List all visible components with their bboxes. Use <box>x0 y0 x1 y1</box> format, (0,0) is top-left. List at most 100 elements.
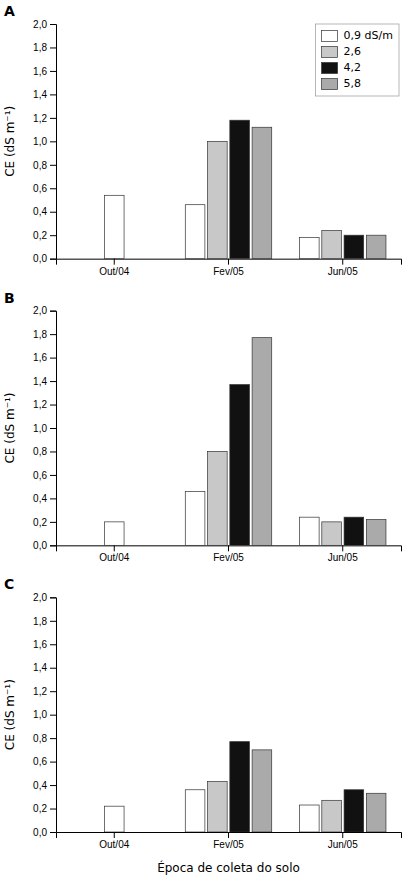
x-axis: Out/04 Fev/05 Jun/05 <box>57 545 402 563</box>
bar <box>252 127 272 258</box>
y-tick-label: 0,2 <box>33 803 47 814</box>
x-tick-label: Jun/05 <box>328 552 358 563</box>
y-tick-mark <box>50 311 56 312</box>
y-tick-mark <box>50 235 56 236</box>
bars <box>104 120 385 258</box>
legend-frame <box>316 24 399 96</box>
y-axis-title: CE (dS m⁻¹) <box>3 106 17 177</box>
y-tick: 2,0 <box>33 19 56 30</box>
y-tick-mark <box>50 428 56 429</box>
y-axis: 0,00,20,40,60,81,01,21,41,61,82,0 <box>33 19 56 265</box>
x-tick-label: Jun/05 <box>328 839 358 850</box>
y-axis: 0,00,20,40,60,81,01,21,41,61,82,0 <box>33 592 56 838</box>
x-tick: Fev/05 <box>213 259 244 277</box>
legend-label: 5,8 <box>344 77 362 90</box>
legend-swatch <box>322 63 338 74</box>
y-tick: 0,4 <box>33 780 56 791</box>
y-tick: 1,2 <box>33 113 56 124</box>
y-tick: 2,0 <box>33 592 56 603</box>
y-tick-mark <box>50 47 56 48</box>
y-tick-label: 0,4 <box>33 780 47 791</box>
bar <box>300 805 320 832</box>
y-tick: 0,6 <box>33 756 56 767</box>
y-tick: 0,0 <box>33 253 56 264</box>
y-tick-label: 1,8 <box>33 329 47 340</box>
legend-label: 0,9 dS/m <box>344 29 393 42</box>
y-tick-label: 1,8 <box>33 616 47 627</box>
bar <box>104 195 124 258</box>
y-tick-label: 0,0 <box>33 540 47 551</box>
y-tick-mark <box>50 381 56 382</box>
y-tick-label: 0,8 <box>33 446 47 457</box>
x-tick-mark <box>342 259 343 265</box>
y-tick: 1,8 <box>33 329 56 340</box>
y-tick: 0,6 <box>33 183 56 194</box>
y-axis: 0,00,20,40,60,81,01,21,41,61,82,0 <box>33 305 56 551</box>
y-tick: 1,4 <box>33 376 56 387</box>
x-tick: Jun/05 <box>328 259 358 277</box>
bar <box>230 742 250 832</box>
y-tick-label: 1,4 <box>33 89 47 100</box>
y-tick: 2,0 <box>33 305 56 316</box>
y-tick: 0,4 <box>33 206 56 217</box>
panel-title: B <box>4 290 15 306</box>
y-tick: 0,8 <box>33 733 56 744</box>
legend-item: 4,2 <box>322 61 362 74</box>
bar <box>252 750 272 832</box>
x-tick: Out/04 <box>99 259 129 277</box>
x-tick-mark <box>342 832 343 838</box>
x-tick-mark <box>114 832 115 838</box>
bar <box>322 800 342 832</box>
bar <box>208 451 228 545</box>
y-tick-mark <box>50 24 56 25</box>
panel: 0,00,20,40,60,81,01,21,41,61,82,0Out/04F… <box>3 576 402 875</box>
y-tick: 0,2 <box>33 230 56 241</box>
x-tick-mark <box>228 545 229 551</box>
x-tick-label: Out/04 <box>99 839 129 850</box>
x-axis: Out/04 Fev/05 Jun/05 <box>57 259 402 277</box>
x-tick: Out/04 <box>99 832 129 850</box>
bars <box>104 742 385 832</box>
y-tick-label: 0,6 <box>33 756 47 767</box>
y-tick-mark <box>50 522 56 523</box>
y-tick-mark <box>50 94 56 95</box>
y-tick-mark <box>50 188 56 189</box>
x-axis-line <box>57 259 402 265</box>
bar <box>185 790 205 832</box>
y-tick-label: 0,8 <box>33 160 47 171</box>
y-tick: 1,6 <box>33 639 56 650</box>
legend-swatch <box>322 31 338 42</box>
y-tick-mark <box>50 738 56 739</box>
x-tick-label: Fev/05 <box>213 839 244 850</box>
bar <box>252 338 272 546</box>
y-tick-label: 0,0 <box>33 827 47 838</box>
y-tick: 0,0 <box>33 540 56 551</box>
y-tick: 1,6 <box>33 66 56 77</box>
x-axis-line <box>57 546 402 552</box>
x-tick-label: Fev/05 <box>213 552 244 563</box>
x-tick-label: Out/04 <box>99 552 129 563</box>
y-tick: 1,2 <box>33 686 56 697</box>
bars <box>104 338 385 546</box>
y-tick-mark <box>50 71 56 72</box>
x-axis-title: Época de coleta do solo <box>157 860 300 875</box>
legend-item: 0,9 dS/m <box>322 29 393 42</box>
y-tick: 0,2 <box>33 803 56 814</box>
legend: 0,9 dS/m2,64,25,8 <box>316 24 399 96</box>
y-tick: 0,4 <box>33 493 56 504</box>
y-tick-mark <box>50 259 56 260</box>
y-tick-label: 0,4 <box>33 206 47 217</box>
bar <box>230 120 250 258</box>
y-tick-mark <box>50 668 56 669</box>
bar <box>344 235 364 258</box>
y-tick: 0,6 <box>33 470 56 481</box>
legend-label: 4,2 <box>344 61 362 74</box>
y-tick-label: 0,8 <box>33 733 47 744</box>
y-tick-label: 0,6 <box>33 183 47 194</box>
x-tick: Fev/05 <box>213 832 244 850</box>
y-tick-label: 1,0 <box>33 423 47 434</box>
y-tick-mark <box>50 809 56 810</box>
y-tick: 0,8 <box>33 160 56 171</box>
y-tick-mark <box>50 405 56 406</box>
y-tick-label: 1,4 <box>33 662 47 673</box>
